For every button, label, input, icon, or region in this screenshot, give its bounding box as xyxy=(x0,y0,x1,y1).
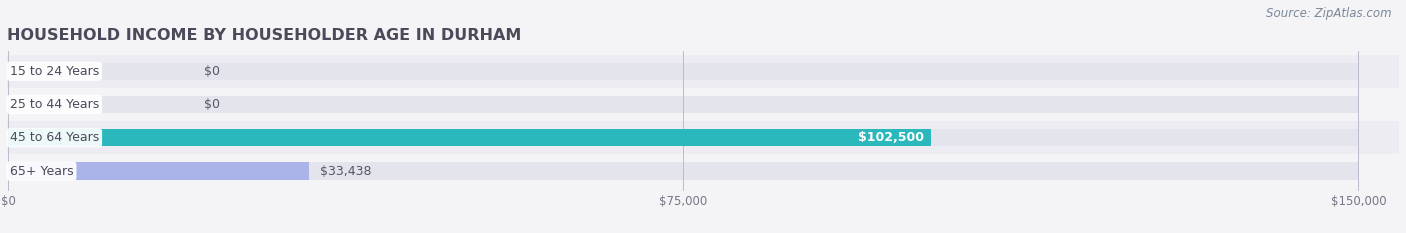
Bar xyxy=(8,162,309,180)
Bar xyxy=(0,55,1406,88)
Bar xyxy=(0,88,1406,121)
Bar xyxy=(0,154,1406,188)
Text: $0: $0 xyxy=(204,98,221,111)
Text: 25 to 44 Years: 25 to 44 Years xyxy=(10,98,98,111)
Bar xyxy=(0,121,1406,154)
Text: Source: ZipAtlas.com: Source: ZipAtlas.com xyxy=(1267,7,1392,20)
Bar xyxy=(8,162,1358,180)
Text: $102,500: $102,500 xyxy=(858,131,924,144)
Text: 65+ Years: 65+ Years xyxy=(10,164,73,178)
Bar xyxy=(8,63,1358,80)
Text: $33,438: $33,438 xyxy=(321,164,371,178)
Text: 15 to 24 Years: 15 to 24 Years xyxy=(10,65,98,78)
Text: 45 to 64 Years: 45 to 64 Years xyxy=(10,131,98,144)
Text: $0: $0 xyxy=(204,65,221,78)
Bar xyxy=(8,129,1358,147)
Bar xyxy=(8,129,931,147)
Bar xyxy=(8,96,1358,113)
Text: HOUSEHOLD INCOME BY HOUSEHOLDER AGE IN DURHAM: HOUSEHOLD INCOME BY HOUSEHOLDER AGE IN D… xyxy=(7,28,522,43)
